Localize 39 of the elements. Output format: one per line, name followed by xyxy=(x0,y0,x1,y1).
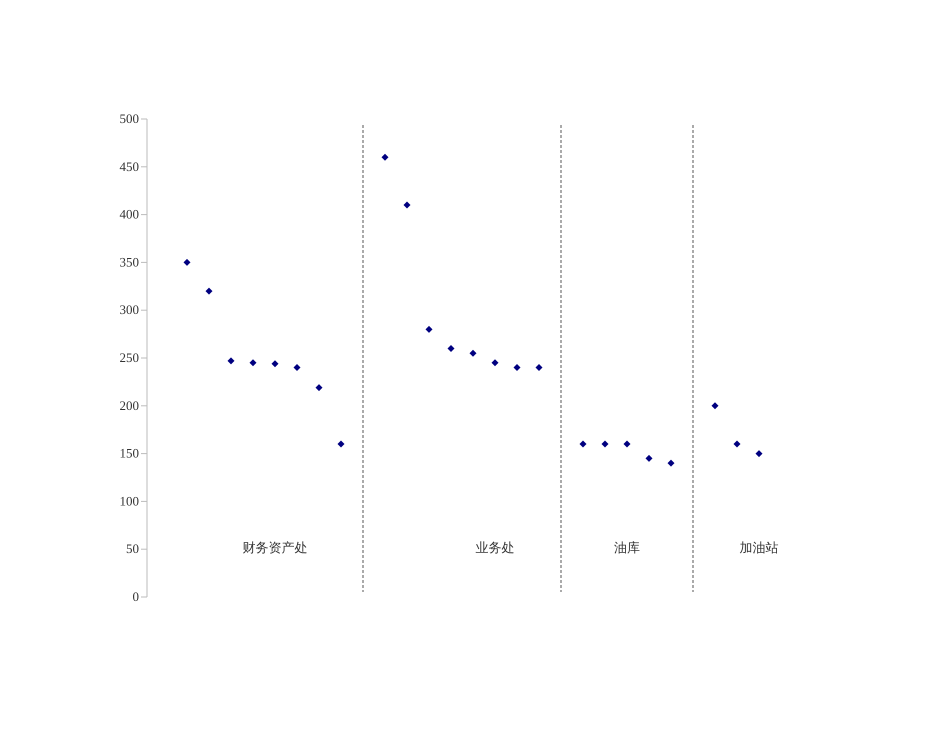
y-tick-label: 300 xyxy=(120,302,139,318)
point xyxy=(206,288,212,295)
x-tick-label: 业务处 xyxy=(476,541,514,556)
y-tick-label: 100 xyxy=(120,493,139,508)
point xyxy=(624,440,630,448)
point xyxy=(294,364,300,372)
point xyxy=(602,440,608,448)
point xyxy=(382,154,388,161)
y-tick-label: 450 xyxy=(120,158,139,174)
point xyxy=(338,440,344,448)
x-tick-label: 加油站 xyxy=(740,541,778,556)
y-tick-label: 400 xyxy=(120,206,139,222)
y-tick-label: 0 xyxy=(132,589,139,604)
point xyxy=(316,384,322,392)
point xyxy=(580,440,586,448)
point xyxy=(470,350,476,357)
y-tick-label: 250 xyxy=(120,350,139,365)
point xyxy=(272,360,278,368)
y-tick-label: 350 xyxy=(120,254,139,270)
y-tick-label: 50 xyxy=(126,541,139,556)
point xyxy=(426,326,432,333)
point xyxy=(514,364,520,372)
point xyxy=(448,344,454,352)
point xyxy=(404,202,410,209)
y-tick-label: 500 xyxy=(120,111,139,126)
point xyxy=(184,258,190,266)
x-tick-label: 油库 xyxy=(614,541,640,556)
point xyxy=(712,402,718,410)
point xyxy=(536,364,542,372)
point xyxy=(228,357,234,364)
y-tick-label: 150 xyxy=(120,446,139,461)
y-tick-label: 200 xyxy=(120,398,139,413)
x-tick-label: 财务资产处 xyxy=(242,541,308,556)
point xyxy=(734,440,740,448)
point xyxy=(646,454,652,462)
point xyxy=(250,359,256,366)
point xyxy=(492,359,498,366)
point xyxy=(668,460,674,467)
point xyxy=(756,450,762,458)
